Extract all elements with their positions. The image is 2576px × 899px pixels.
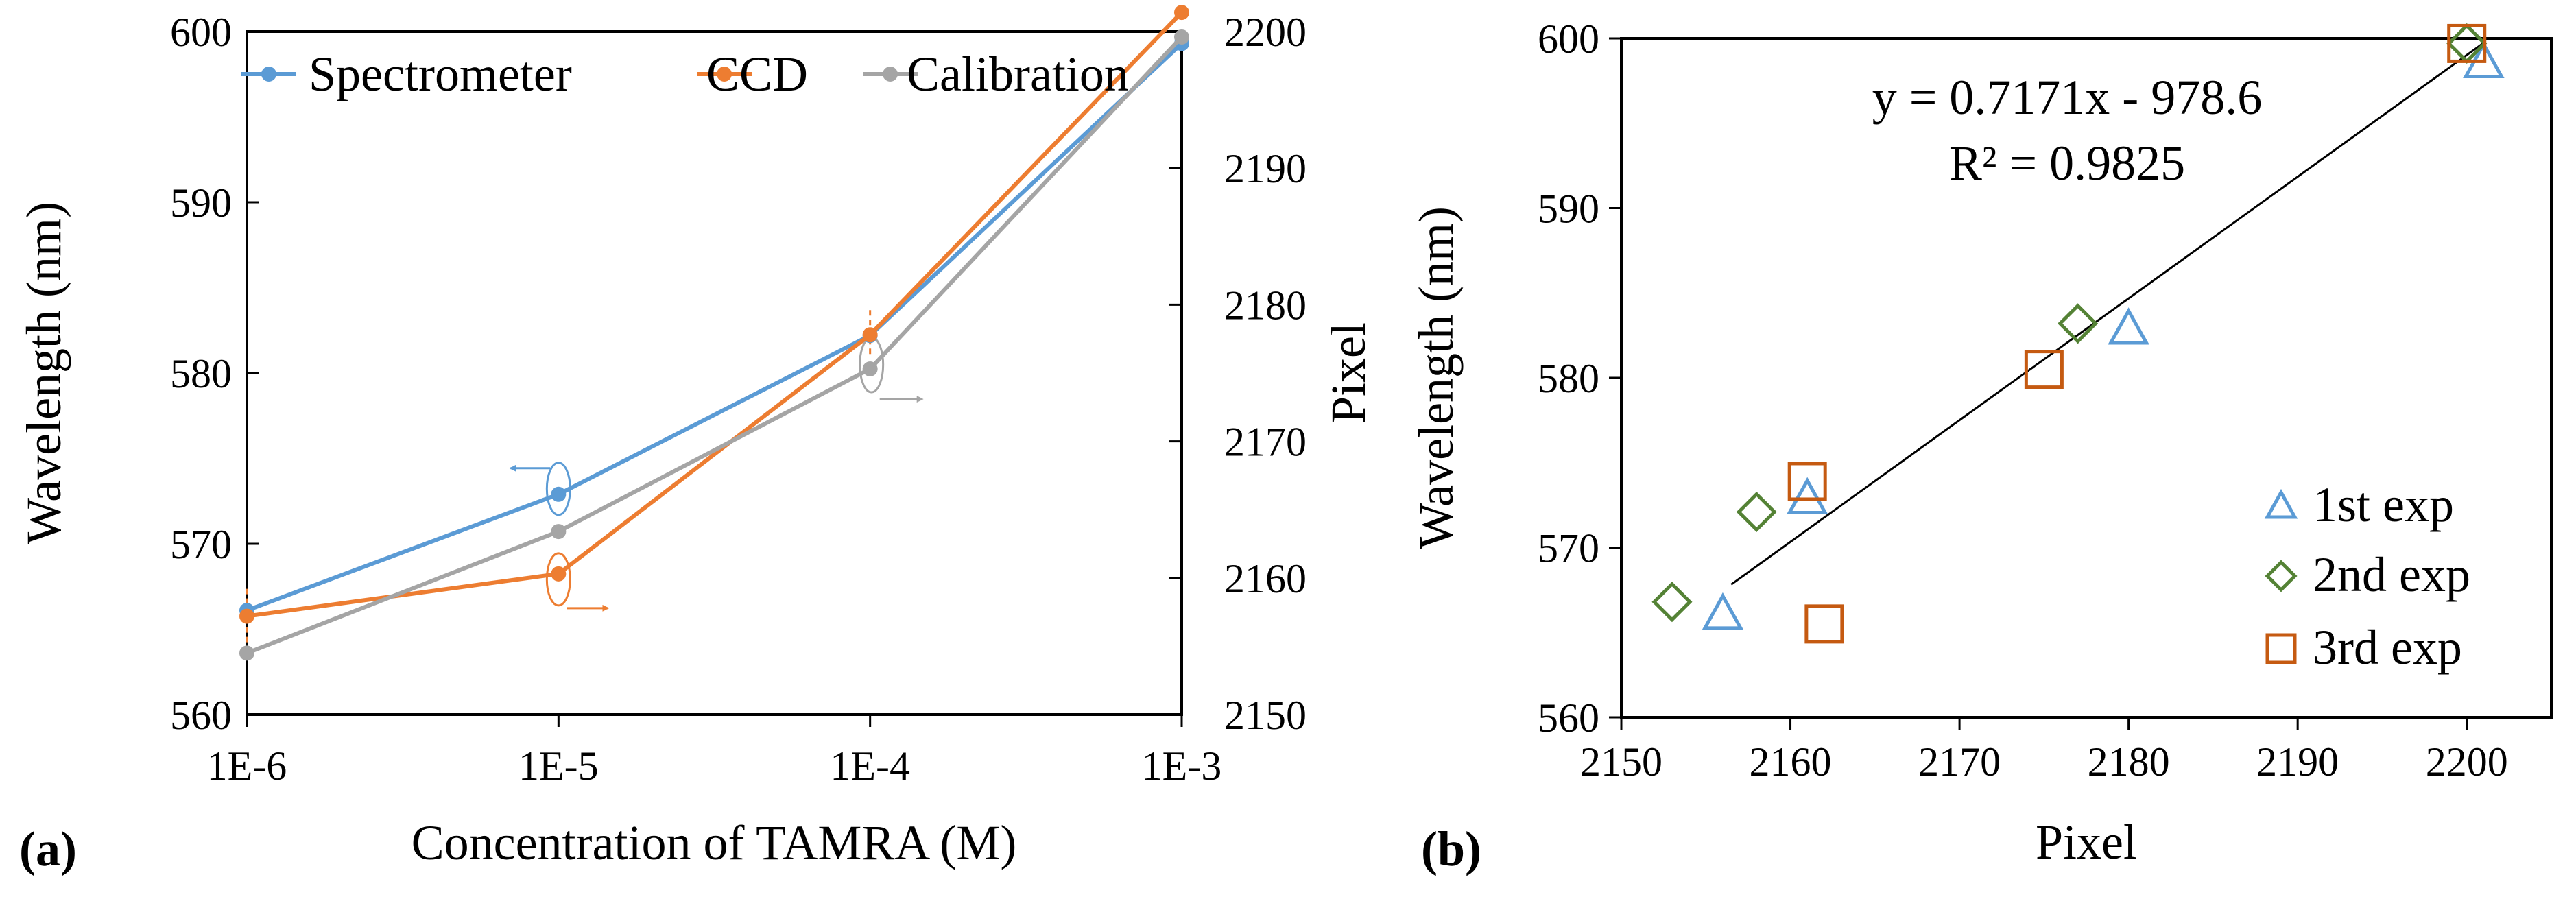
- panel-a-label: (a): [19, 822, 77, 876]
- legend-marker-ccd: [717, 67, 732, 82]
- left-y-tick-label: 570: [170, 522, 232, 567]
- legend-label-ccd: CCD: [706, 47, 808, 101]
- panel-b-x-axis-label: Pixel: [2036, 815, 2137, 870]
- ccd-axis-ellipse: [545, 552, 571, 607]
- panel-b-series: [1651, 23, 2505, 644]
- data-point-2nd-exp: [2058, 303, 2099, 344]
- panel-b-y-ticks: 560 570 580 590 600: [1538, 16, 1621, 741]
- data-point-ccd: [862, 327, 878, 343]
- left-y-tick-label: 560: [170, 693, 232, 738]
- y-tick-label: 600: [1538, 16, 1599, 62]
- data-point-ccd: [1174, 5, 1189, 21]
- y-tick-label: 560: [1538, 695, 1599, 741]
- data-point-2nd-exp: [1736, 491, 1777, 533]
- right-y-tick-label: 2150: [1224, 693, 1307, 738]
- x-tick-label: 1E-3: [1142, 743, 1222, 789]
- x-tick-label: 1E-4: [830, 743, 910, 789]
- data-point-2nd-exp: [1651, 582, 1693, 623]
- panel-b-label: (b): [1421, 822, 1481, 876]
- data-point-calibration: [239, 645, 254, 661]
- y-tick-label: 580: [1538, 356, 1599, 401]
- panel-a: 560 570 580 590 600 2150 2160 2170 2180 2190 2200…: [16, 5, 1376, 876]
- legend-marker-3rd-exp: [2265, 633, 2297, 664]
- panel-b-x-ticks: 2150 2160 2170 2180 2190 2200: [1580, 717, 2508, 784]
- legend-marker-spectrometer: [261, 67, 276, 82]
- data-point-ccd: [239, 608, 254, 624]
- trendline-r-squared: R² = 0.9825: [1949, 136, 2185, 191]
- x-tick-label: 1E-6: [207, 743, 287, 789]
- legend-label-3rd-exp: 3rd exp: [2313, 620, 2462, 675]
- legend-marker-1st-exp: [2264, 488, 2298, 519]
- data-point-ccd: [551, 566, 567, 582]
- x-tick-label: 2170: [1918, 739, 2001, 784]
- left-y-tick-label: 580: [170, 351, 232, 396]
- left-y-tick-label: 600: [170, 10, 232, 55]
- trendline-equation: y = 0.7171x - 978.6: [1872, 70, 2263, 125]
- panel-a-plot-frame: [246, 30, 1183, 716]
- panel-b-trendline-group: [1730, 42, 2485, 586]
- trendline: [1730, 42, 2485, 586]
- right-y-tick-label: 2180: [1224, 283, 1307, 328]
- data-point-3rd-exp: [2024, 350, 2064, 389]
- data-point-calibration: [551, 524, 567, 540]
- x-tick-label: 2190: [2256, 739, 2339, 784]
- data-point-calibration: [1174, 29, 1189, 45]
- right-y-tick-label: 2170: [1224, 420, 1307, 465]
- x-tick-label: 2150: [1580, 739, 1662, 784]
- data-point-3rd-exp: [1787, 462, 1827, 501]
- right-y-tick-label: 2200: [1224, 10, 1307, 55]
- x-tick-label: 2180: [2088, 739, 2170, 784]
- legend-label-1st-exp: 1st exp: [2313, 477, 2454, 532]
- data-point-calibration: [862, 361, 878, 377]
- series-line-spectrometer: [246, 42, 1184, 612]
- data-point-3rd-exp: [2447, 23, 2487, 63]
- legend-label-2nd-exp: 2nd exp: [2313, 547, 2470, 602]
- panel-a-left-y-ticks: 560 570 580 590 600: [170, 10, 259, 738]
- data-point-spectrometer: [551, 486, 567, 502]
- x-tick-label: 2160: [1750, 739, 1832, 784]
- panel-b-y-axis-label: Wavelength (nm): [1409, 206, 1464, 549]
- legend-marker-2nd-exp: [2265, 560, 2298, 592]
- legend-label-spectrometer: Spectrometer: [309, 47, 572, 101]
- legend-label-calibration: Calibration: [907, 47, 1129, 101]
- data-point-1st-exp: [1702, 592, 1744, 630]
- y-tick-label: 590: [1538, 187, 1599, 232]
- panel-a-x-axis-label: Concentration of TAMRA (M): [412, 815, 1017, 870]
- panel-b: 560 570 580 590 600 2150 2160 2170 2180 2190 2200…: [1409, 16, 2553, 876]
- x-tick-label: 2200: [2426, 739, 2508, 784]
- right-y-tick-label: 2190: [1224, 146, 1307, 191]
- data-point-1st-exp: [2108, 307, 2149, 345]
- series-line-calibration: [246, 35, 1184, 656]
- panel-a-x-ticks: 1E-6 1E-5 1E-4 1E-3: [207, 715, 1222, 789]
- panel-a-legend: Spectrometer CCD Calibration: [241, 47, 1129, 101]
- panel-a-y-axis-label: Wavelength (nm): [16, 202, 71, 544]
- panel-a-series: [239, 5, 1189, 661]
- panel-b-legend: 1st exp 2nd exp 3rd exp: [2264, 477, 2470, 675]
- y-tick-label: 570: [1538, 526, 1599, 571]
- panel-a-right-y-ticks: 2150 2160 2170 2180 2190 2200: [1169, 10, 1307, 738]
- panel-a-y2-axis-label: Pixel: [1321, 322, 1376, 424]
- x-tick-label: 1E-5: [518, 743, 599, 789]
- left-y-tick-label: 590: [170, 180, 232, 226]
- data-point-3rd-exp: [1804, 604, 1844, 644]
- right-y-tick-label: 2160: [1224, 556, 1307, 601]
- data-point-1st-exp: [1786, 477, 1828, 515]
- series-line-ccd: [246, 11, 1184, 619]
- legend-marker-calibration: [883, 67, 898, 82]
